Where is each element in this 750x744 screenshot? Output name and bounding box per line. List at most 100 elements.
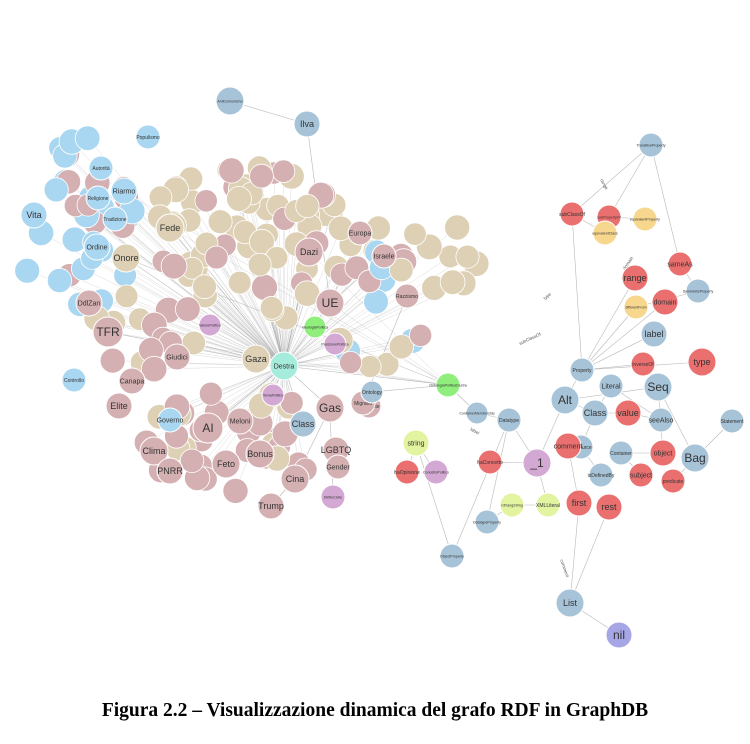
graph-node-circle[interactable] xyxy=(555,588,585,618)
graph-node[interactable]: Statement xyxy=(719,408,745,434)
graph-node[interactable]: Ontology xyxy=(360,380,384,404)
graph-node[interactable]: DdlZan xyxy=(75,289,103,317)
graph-node[interactable]: Class xyxy=(289,410,317,438)
graph-node[interactable]: Gaza xyxy=(241,344,271,374)
graph-node-circle[interactable] xyxy=(155,213,185,243)
graph-node[interactable]: Alt xyxy=(550,385,580,415)
graph-node[interactable]: string xyxy=(402,429,430,457)
graph-node[interactable]: PNRR xyxy=(156,457,184,485)
graph-node[interactable]: value xyxy=(614,399,642,427)
graph-node-circle[interactable] xyxy=(88,155,114,181)
graph-node-circle[interactable] xyxy=(477,449,503,475)
graph-node[interactable]: rest xyxy=(595,493,623,521)
graph-node-circle[interactable] xyxy=(118,367,146,395)
graph-node-circle[interactable] xyxy=(347,220,373,246)
graph-node-circle[interactable] xyxy=(554,432,582,460)
graph-node[interactable]: Europa xyxy=(347,220,373,246)
graph-node[interactable]: Governo xyxy=(157,407,184,433)
graph-node[interactable]: List xyxy=(555,588,585,618)
graph-node[interactable]: Tradizione xyxy=(102,206,128,232)
graph-node[interactable]: Riarmo xyxy=(110,177,138,205)
graph-node-circle[interactable] xyxy=(680,443,710,473)
graph-node[interactable]: Feto xyxy=(211,449,241,479)
graph-node-circle[interactable] xyxy=(474,509,500,535)
graph-node-circle[interactable] xyxy=(608,440,634,466)
graph-node-circle[interactable] xyxy=(226,407,254,435)
graph-node[interactable]: Bonus xyxy=(245,439,275,469)
graph-node[interactable]: Clima xyxy=(139,436,169,466)
graph-node-circle[interactable] xyxy=(649,439,677,467)
graph-node-circle[interactable] xyxy=(651,288,679,316)
graph-node-circle[interactable] xyxy=(323,332,347,356)
graph-node[interactable]: domain xyxy=(651,288,679,316)
graph-node-circle[interactable] xyxy=(192,412,224,444)
graph-node-circle[interactable] xyxy=(315,393,345,423)
graph-node-circle[interactable] xyxy=(605,621,633,649)
graph-node-circle[interactable] xyxy=(423,459,449,485)
graph-node[interactable]: IdeologiaPolitica xyxy=(302,315,328,339)
graph-node[interactable]: ContainerMembership xyxy=(459,401,495,425)
graph-node[interactable]: label xyxy=(640,320,668,348)
graph-node[interactable]: TFR xyxy=(92,316,124,348)
graph-node-circle[interactable] xyxy=(303,315,327,339)
graph-node-circle[interactable] xyxy=(550,385,580,415)
graph-node-circle[interactable] xyxy=(394,283,420,309)
graph-node[interactable]: subClassOf xyxy=(559,201,586,227)
graph-node[interactable]: Gas xyxy=(315,393,345,423)
graph-node-circle[interactable] xyxy=(371,243,397,269)
graph-node[interactable]: Class xyxy=(581,399,609,427)
graph-node[interactable]: Meloni xyxy=(226,407,254,435)
graph-node-circle[interactable] xyxy=(156,457,184,485)
graph-node-circle[interactable] xyxy=(61,367,87,393)
graph-node[interactable]: _1 xyxy=(522,448,552,478)
graph-node[interactable]: AntiComunismo xyxy=(215,86,245,116)
graph-node-circle[interactable] xyxy=(569,357,595,383)
graph-node-circle[interactable] xyxy=(75,289,103,317)
graph-node[interactable]: Autorità xyxy=(88,155,114,181)
graph-node[interactable]: Razzismo xyxy=(394,283,420,309)
graph-node-circle[interactable] xyxy=(559,201,585,227)
graph-node[interactable]: equivalentProperty xyxy=(630,206,660,232)
graph-node-circle[interactable] xyxy=(92,316,124,348)
graph-node-circle[interactable] xyxy=(667,251,693,277)
graph-node[interactable]: XMLLiteral xyxy=(535,492,561,518)
graph-node[interactable]: Fede xyxy=(155,213,185,243)
graph-node-circle[interactable] xyxy=(648,407,674,433)
graph-node-circle[interactable] xyxy=(261,383,285,407)
graph-node[interactable]: TemaPolitico xyxy=(261,383,285,407)
graph-node-circle[interactable] xyxy=(687,347,717,377)
graph-node[interactable]: inverseOf xyxy=(630,351,656,377)
graph-node-circle[interactable] xyxy=(360,380,384,404)
graph-node-circle[interactable] xyxy=(719,408,745,434)
graph-node[interactable]: comment xyxy=(554,432,583,460)
graph-node-circle[interactable] xyxy=(294,237,324,267)
graph-node[interactable]: Trump xyxy=(257,492,285,520)
graph-node[interactable]: Literal xyxy=(598,373,624,399)
rdf-graph-visualization[interactable]: type range domain subClassOf label comment An… xyxy=(0,0,750,690)
graph-node[interactable]: Canapa xyxy=(118,367,146,395)
graph-node[interactable]: range xyxy=(621,264,649,292)
graph-node[interactable]: differentFrom xyxy=(623,294,649,320)
graph-node-circle[interactable] xyxy=(20,201,48,229)
graph-node[interactable]: Seq xyxy=(643,372,673,402)
graph-node[interactable]: ObjectProperty xyxy=(439,543,465,569)
graph-node[interactable]: Ilva xyxy=(293,110,321,138)
graph-node[interactable]: Bag xyxy=(680,443,710,473)
graph-node[interactable]: subject xyxy=(628,462,654,488)
graph-node[interactable]: predicate xyxy=(660,468,686,494)
graph-node[interactable]: Elite xyxy=(105,392,133,420)
graph-node[interactable]: OntologiaPoliticaDestra xyxy=(429,372,467,398)
graph-node-circle[interactable] xyxy=(465,401,489,425)
graph-node-circle[interactable] xyxy=(581,399,609,427)
graph-node-circle[interactable] xyxy=(110,177,138,205)
graph-node[interactable]: rdf:langString xyxy=(499,492,525,518)
graph-node[interactable]: Property xyxy=(569,357,595,383)
graph-node-circle[interactable] xyxy=(535,492,561,518)
graph-node-circle[interactable] xyxy=(105,392,133,420)
graph-node-circle[interactable] xyxy=(111,243,141,273)
graph-node-circle[interactable] xyxy=(660,468,686,494)
graph-node[interactable]: UE xyxy=(315,288,345,318)
graph-node-circle[interactable] xyxy=(269,351,299,381)
graph-node[interactable]: equivalentClass xyxy=(592,220,618,246)
graph-node[interactable]: Vita xyxy=(20,201,48,229)
